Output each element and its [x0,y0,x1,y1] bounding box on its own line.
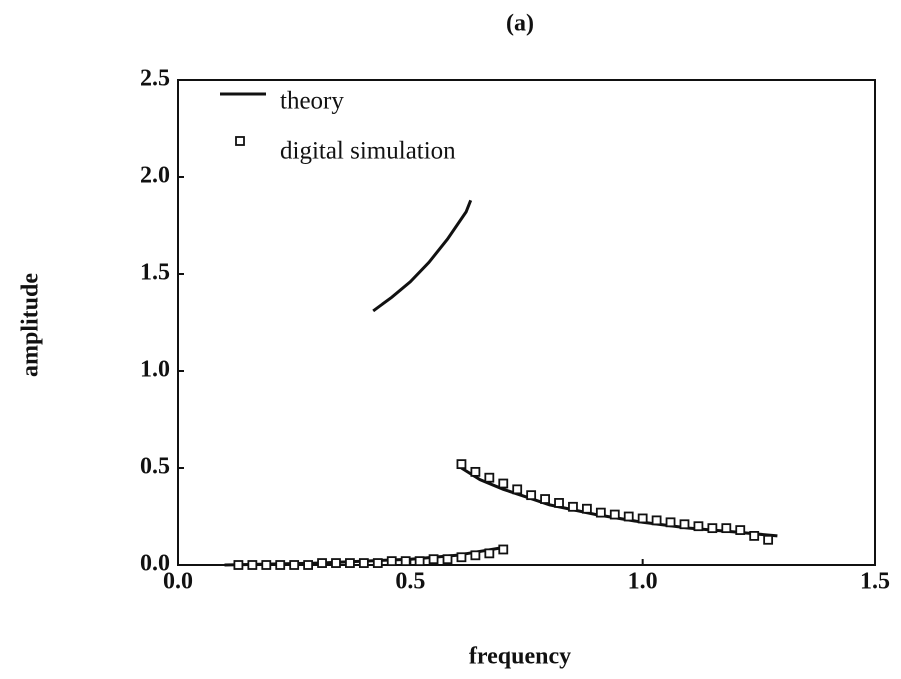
sim-point [665,517,676,528]
sim-point [735,525,746,535]
sim-point [554,498,564,508]
x-tick-label: 1.0 [628,569,658,595]
sim-point [763,534,774,545]
chart-title: (a) [506,11,534,37]
sim-point [749,531,760,541]
sim-point [289,560,300,570]
sim-point [470,466,481,477]
legend-label: digital simulation [280,138,456,165]
sim-point [358,558,369,568]
sim-point [484,472,495,483]
y-tick-label: 0.0 [140,551,170,577]
sim-point [498,544,509,555]
sim-point [470,550,481,561]
sim-point [568,501,578,512]
sim-point [275,560,286,570]
sim-point [345,558,355,568]
sim-point [484,548,495,559]
x-axis-label: frequency [469,644,571,670]
y-tick-label: 1.0 [140,357,170,383]
sim-point [498,478,509,489]
x-tick-label: 0.0 [163,569,193,595]
y-tick-label: 1.5 [140,260,170,286]
sim-point [679,519,690,530]
sim-point [400,556,411,567]
sim-point [707,523,718,534]
sim-point [693,521,704,532]
sim-point [386,556,397,567]
sim-point [512,484,523,495]
x-tick-label: 1.5 [860,569,890,595]
sim-point [721,523,732,534]
y-tick-label: 0.5 [140,454,170,480]
theory-line [224,199,778,567]
y-axis-label: amplitude [18,273,44,377]
sim-point [331,558,341,568]
sim-point [303,560,314,570]
sim-point [233,560,244,570]
sim-point [456,459,467,470]
sim-point [526,490,537,501]
y-tick-label: 2.0 [140,163,170,189]
sim-point [582,503,592,514]
sim-point [372,558,383,568]
sim-point [637,513,648,524]
sim-point [317,558,327,568]
plot-frame [177,79,876,566]
sim-point [651,515,662,526]
sim-point [595,507,606,518]
sim-point [261,560,272,570]
x-tick-label: 0.5 [395,569,425,595]
y-tick-label: 2.5 [140,66,170,92]
sim-point [456,552,467,563]
legend-label: theory [280,88,344,115]
sim-point [428,554,439,565]
sim-point [609,509,620,520]
sim-point [414,556,425,567]
sim-point [540,494,550,504]
sim-point [247,560,258,570]
legend-swatch [235,136,245,146]
sim-point [442,554,453,565]
sim-point [623,511,634,522]
